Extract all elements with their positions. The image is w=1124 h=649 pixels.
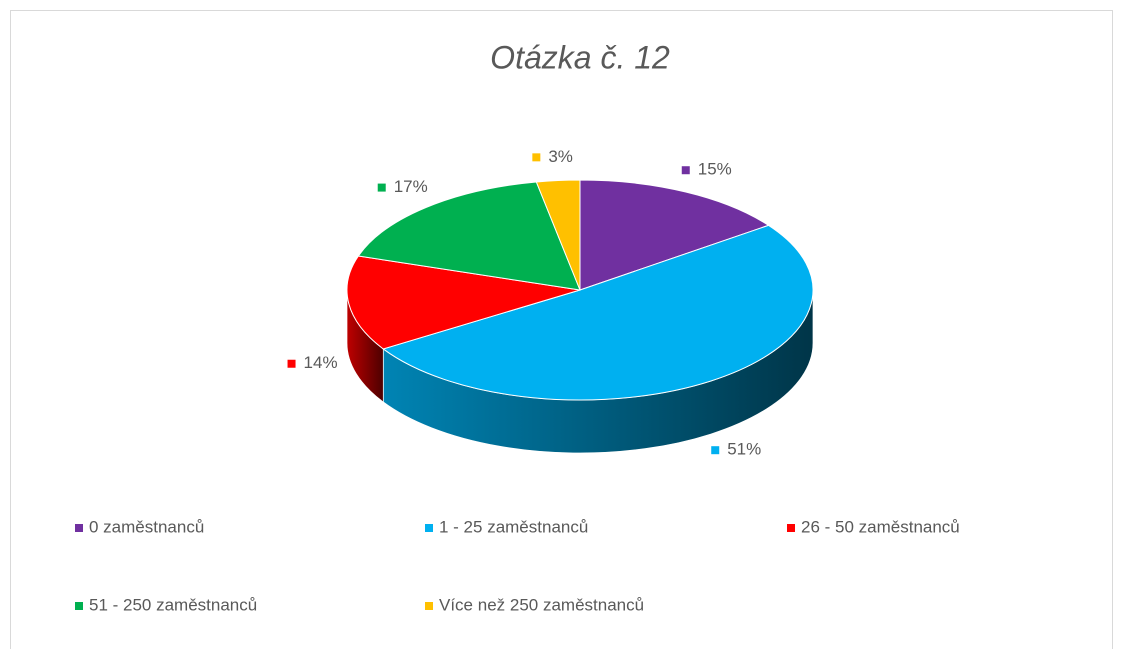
data-label: 17% [394,177,428,196]
label-marker [681,166,690,175]
legend-label: 26 - 50 zaměstnanců [801,517,960,536]
pie-slice [357,181,581,291]
legend-label: Více než 250 zaměstnanců [439,595,644,614]
data-label: 14% [304,353,338,372]
pie-slice [346,255,581,350]
label-marker [711,446,720,455]
legend-marker [787,524,795,532]
legend-label: 0 zaměstnanců [89,517,204,536]
data-label: 51% [727,440,761,459]
pie-slice [382,224,814,401]
pie-slice [535,179,581,291]
legend-marker [425,524,433,532]
chart-title: Otázka č. 12 [490,39,670,75]
legend-label: 51 - 250 zaměstnanců [89,595,257,614]
pie-tops [346,179,814,401]
legend-marker [425,602,433,610]
label-marker [377,183,386,192]
data-label: 15% [698,160,732,179]
pie-slice [579,179,770,291]
data-label: 3% [548,147,573,166]
legend-label: 1 - 25 zaměstnanců [439,517,588,536]
label-marker [532,153,541,162]
legend-marker [75,602,83,610]
label-marker [287,359,296,368]
legend-marker [75,524,83,532]
